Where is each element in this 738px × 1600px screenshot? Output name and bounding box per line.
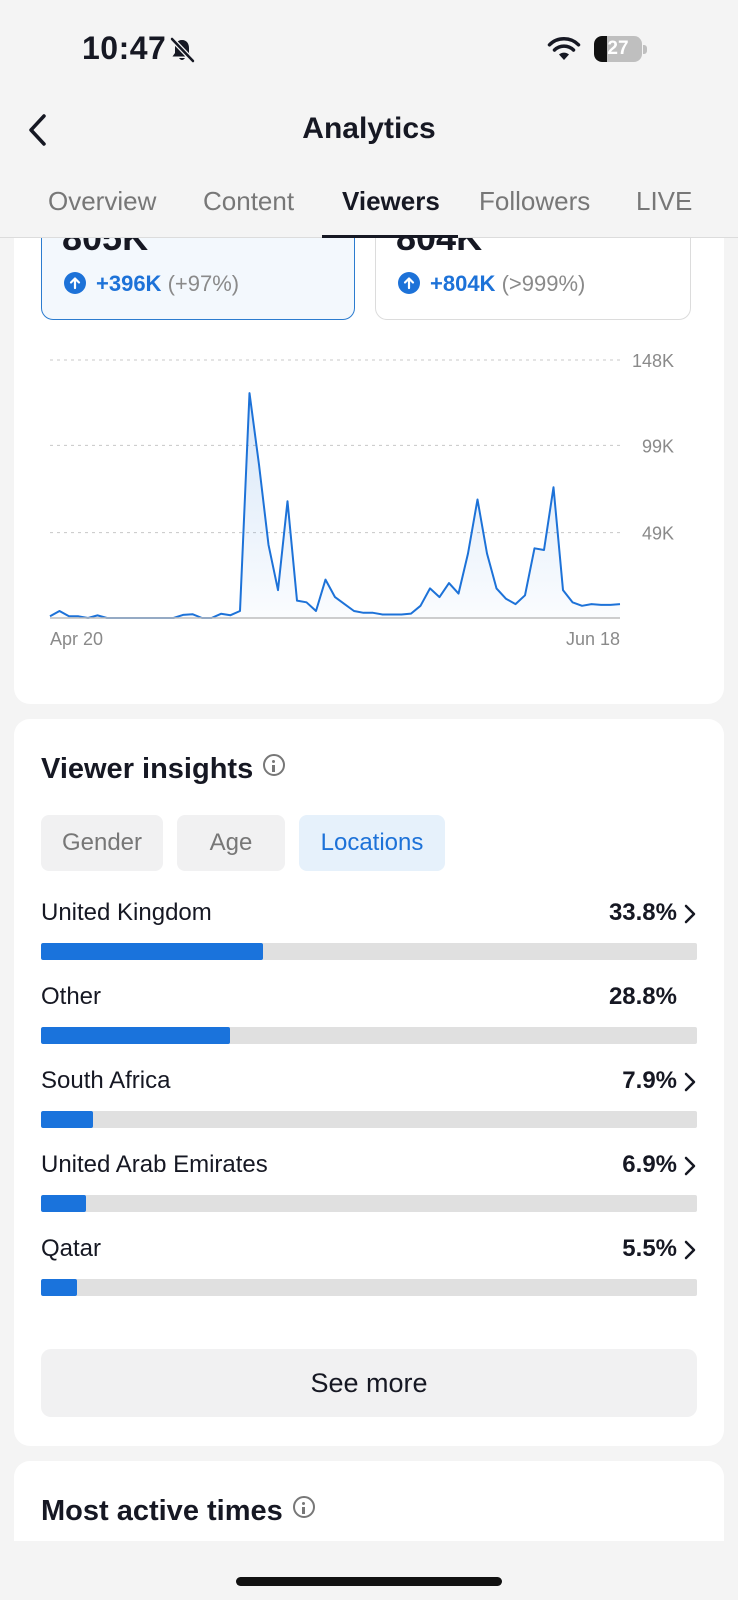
tab-overview[interactable]: Overview — [48, 186, 157, 216]
progress-bar — [41, 1027, 230, 1044]
location-row[interactable]: South Africa 7.9% — [41, 1067, 697, 1137]
stat-delta: +804K (>999%) — [398, 271, 585, 297]
progress-track — [41, 1027, 697, 1044]
x-tick-label-start: Apr 20 — [50, 629, 103, 649]
chip-age[interactable]: Age — [177, 815, 285, 871]
battery-icon: 27 — [594, 36, 648, 62]
location-percent: 28.8% — [608, 983, 677, 1010]
section-title: Viewer insights — [41, 753, 254, 785]
section-title: Most active times — [41, 1495, 283, 1527]
arrow-up-circle-icon — [398, 272, 420, 294]
page-title: Analytics — [302, 112, 436, 145]
chevron-right-icon[interactable] — [683, 903, 697, 925]
stat-card-new-viewers[interactable]: 804K +804K (>999%) — [375, 238, 691, 320]
chevron-right-icon[interactable] — [683, 1071, 697, 1093]
chip-gender[interactable]: Gender — [41, 815, 163, 871]
progress-track — [41, 943, 697, 960]
stat-change-percent: (+97%) — [167, 271, 240, 296]
progress-bar — [41, 1111, 93, 1128]
progress-bar — [41, 1195, 87, 1212]
tab-active-indicator — [322, 235, 458, 238]
tab-followers[interactable]: Followers — [479, 186, 591, 216]
wifi-icon — [547, 37, 581, 60]
progress-track — [41, 1195, 697, 1212]
location-percent: 5.5% — [622, 1235, 677, 1262]
progress-track — [41, 1111, 697, 1128]
most-active-times-heading: Most active times — [41, 1495, 315, 1528]
location-name: Other — [41, 983, 102, 1010]
chevron-left-icon[interactable] — [24, 110, 54, 150]
viewer-insights-card: Viewer insights Gender Age Locations Uni… — [14, 719, 724, 1446]
status-time: 10:47 — [82, 30, 167, 66]
chip-locations[interactable]: Locations — [299, 815, 445, 871]
location-name: Qatar — [41, 1235, 102, 1262]
stat-change: +804K — [430, 271, 496, 296]
viewers-overview-card: 805K +396K (+97%) 804K +804K (>999%) 148… — [14, 238, 724, 704]
location-name: United Kingdom — [41, 899, 212, 926]
tab-live[interactable]: LIVE — [636, 186, 693, 216]
chevron-right-icon[interactable] — [683, 1155, 697, 1177]
info-icon[interactable] — [263, 754, 286, 776]
progress-track — [41, 1279, 697, 1296]
stat-change: +396K — [96, 271, 162, 296]
chevron-right-icon[interactable] — [683, 1239, 697, 1261]
progress-bar — [41, 943, 263, 960]
location-percent: 7.9% — [622, 1067, 677, 1094]
status-bar: 10:47 27 — [0, 0, 738, 100]
location-row: Other 28.8% — [41, 983, 697, 1053]
progress-bar — [41, 1279, 78, 1296]
viewer-insights-heading: Viewer insights — [41, 753, 286, 786]
y-tick-label: 49K — [642, 524, 674, 544]
stat-value: 805K — [62, 238, 148, 259]
info-icon[interactable] — [292, 1496, 315, 1518]
y-tick-label: 99K — [642, 436, 674, 456]
location-percent: 33.8% — [608, 899, 677, 926]
tab-content[interactable]: Content — [203, 186, 295, 216]
location-row[interactable]: Qatar 5.5% — [41, 1235, 697, 1305]
x-tick-label-end: Jun 18 — [566, 629, 620, 649]
stat-change-percent: (>999%) — [501, 271, 586, 296]
viewers-chart: 148K 99K 49K Apr 20 Jun 18 — [49, 351, 674, 649]
chart-area — [50, 393, 620, 618]
stat-value: 804K — [396, 238, 482, 259]
location-percent: 6.9% — [622, 1151, 677, 1178]
y-tick-label: 148K — [632, 351, 674, 371]
stat-card-total-viewers[interactable]: 805K +396K (+97%) — [41, 238, 355, 320]
location-name: South Africa — [41, 1067, 171, 1094]
location-row[interactable]: United Kingdom 33.8% — [41, 899, 697, 969]
location-row[interactable]: United Arab Emirates 6.9% — [41, 1151, 697, 1221]
home-indicator — [236, 1577, 502, 1586]
see-more-button[interactable]: See more — [41, 1349, 697, 1417]
most-active-times-card: Most active times — [14, 1461, 724, 1541]
bell-muted-icon — [170, 37, 195, 63]
tab-viewers[interactable]: Viewers — [342, 186, 440, 216]
stat-delta: +396K (+97%) — [64, 271, 239, 297]
tab-bar: Overview Content Viewers Followers LIVE — [0, 172, 738, 238]
location-name: United Arab Emirates — [41, 1151, 268, 1178]
battery-level: 27 — [607, 38, 629, 59]
arrow-up-circle-icon — [64, 272, 86, 294]
